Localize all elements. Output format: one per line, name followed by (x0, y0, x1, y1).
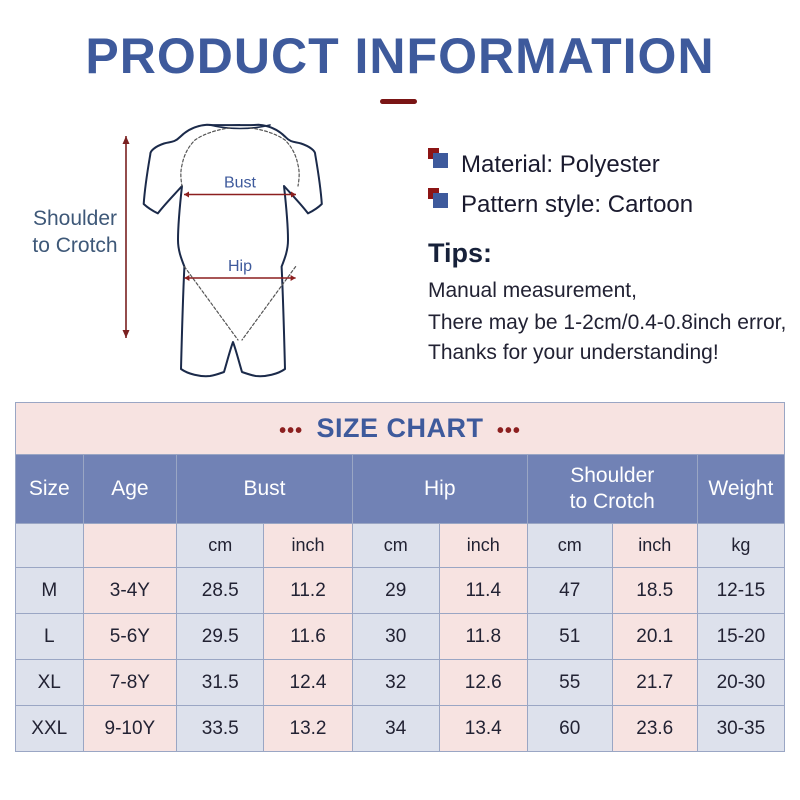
svg-text:Hip: Hip (228, 258, 252, 275)
svg-text:Bust: Bust (224, 175, 257, 192)
